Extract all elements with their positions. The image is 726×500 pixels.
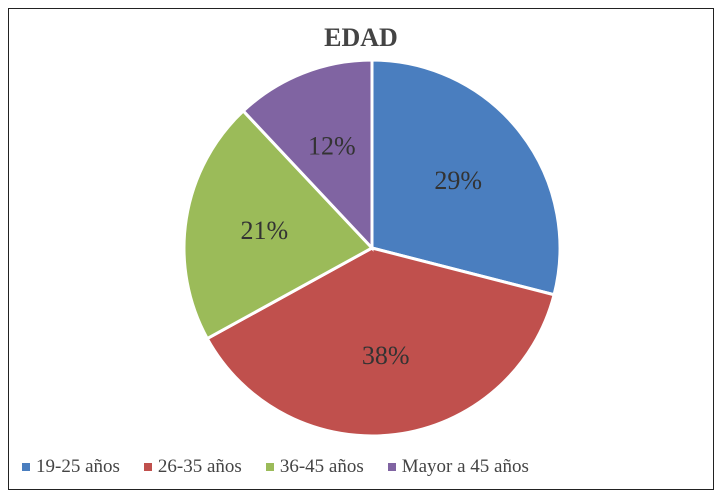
pie-slice-mayor-45 [241,58,374,252]
legend-label-19-25: 19-25 años [36,456,120,477]
legend-label-26-35: 26-35 años [157,456,242,477]
data-label-mayor-45: 12% [308,132,356,161]
legend-label-mayor-45: Mayor a 45 años [401,456,529,477]
pie-slice-19-25 [370,58,562,297]
pie-slice-36-45 [182,108,375,341]
legend-swatch-19-25 [22,463,30,471]
chart-legend: 19-25 años 26-35 años 36-45 años Mayor a 45… [22,452,722,482]
legend-swatch-mayor-45 [387,463,396,471]
legend-item-36-45: 36-45 años [265,456,364,478]
pie-slice-26-35 [205,246,556,438]
legend-label-36-45: 36-45 años [279,456,364,477]
legend-swatch-36-45 [265,463,274,471]
data-label-36-45: 21% [240,216,288,245]
data-label-26-35: 38% [362,341,410,370]
legend-item-mayor-45: Mayor a 45 años [387,456,529,478]
legend-item-19-25: 19-25 años [22,456,120,478]
chart-title: EDAD [324,23,398,52]
legend-item-26-35: 26-35 años [143,456,242,478]
data-label-19-25: 29% [434,166,482,195]
legend-swatch-26-35 [143,463,152,471]
